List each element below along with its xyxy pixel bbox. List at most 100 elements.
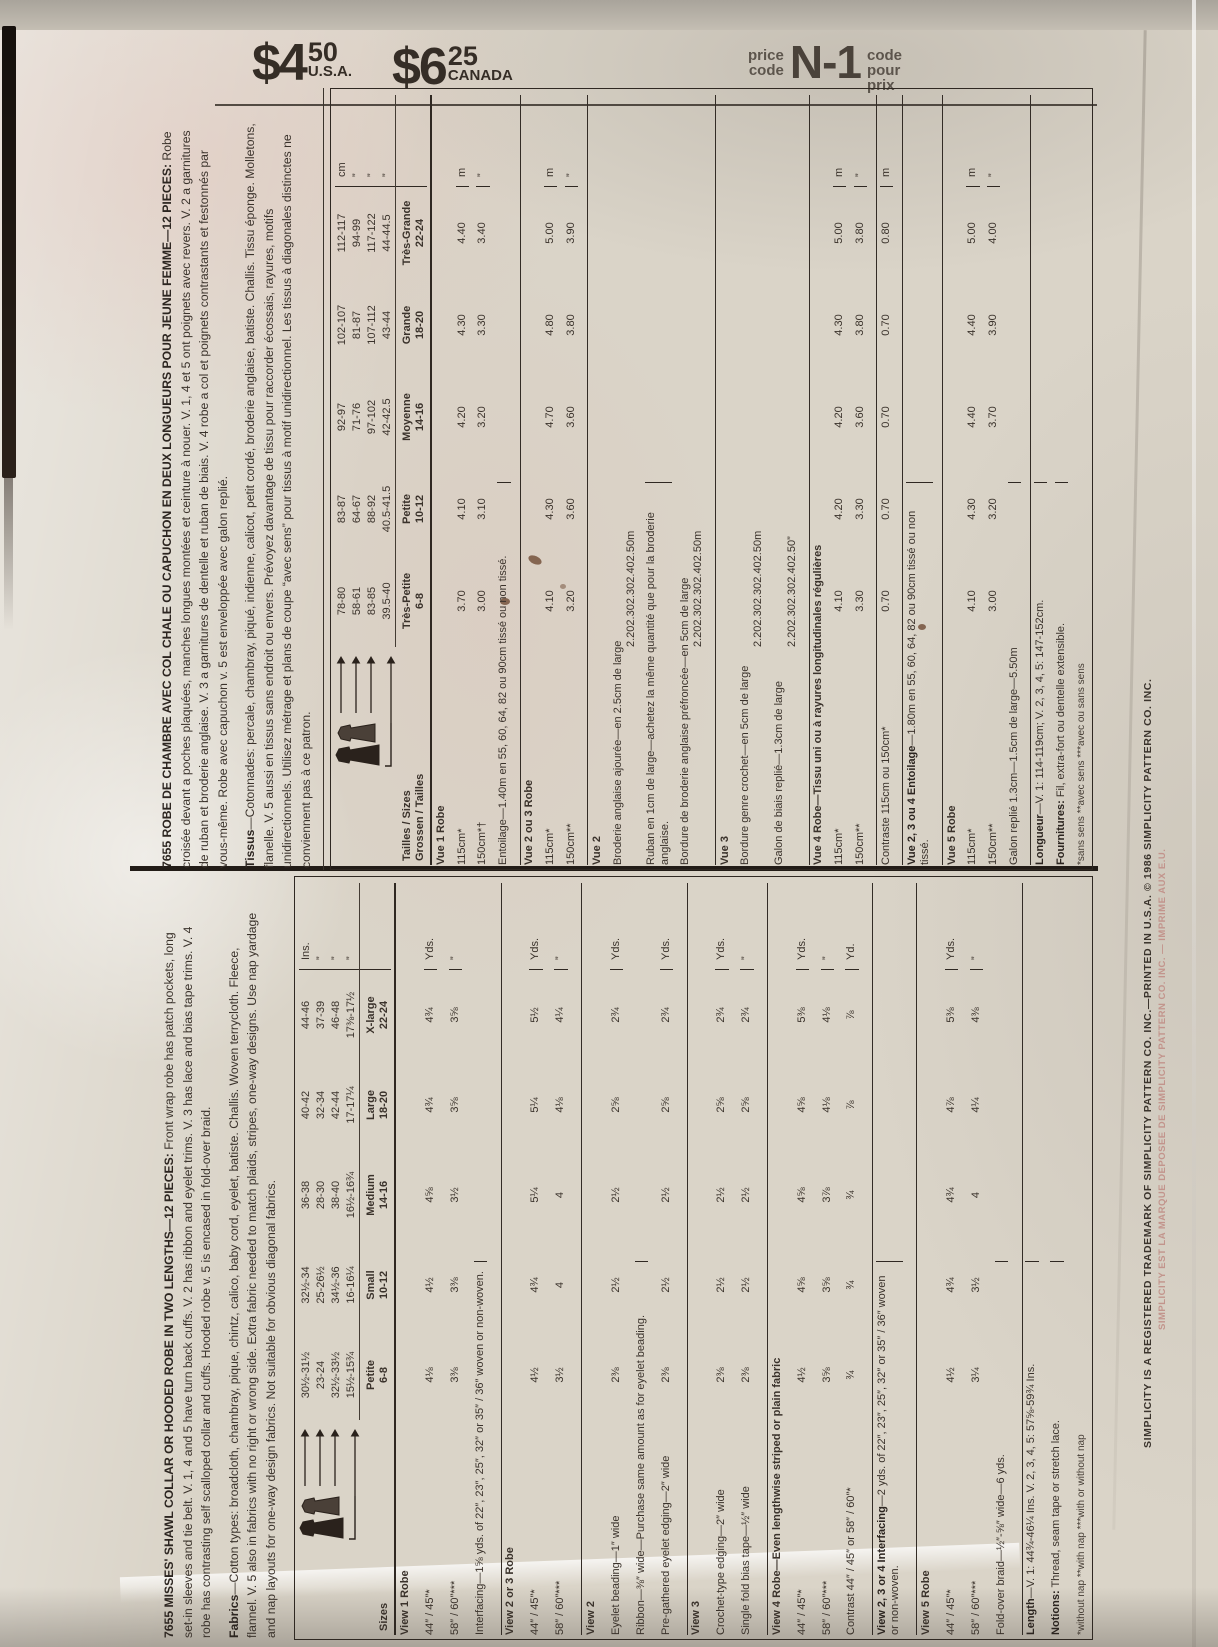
chart-row-label: Single fold bias tape—½″ wide: [740, 1486, 753, 1635]
price-code: price code N-1 code pour prix: [748, 39, 902, 93]
body-measurement-value: 112-117: [336, 213, 348, 253]
english-description: 7655 MISSES' SHAWL COLLAR OR HOODED ROBE…: [118, 876, 216, 1640]
size-name: Grande: [401, 305, 413, 345]
yardage-value: 2.30: [692, 582, 705, 605]
yardage-value: 3.30: [853, 498, 866, 520]
yardage-value: 4¾: [944, 1277, 957, 1293]
body-measurement-value: 34½-36: [330, 1266, 342, 1304]
yardage-value: 2¾: [740, 1007, 753, 1023]
chart-row-label: 115cm*: [543, 828, 556, 865]
chart-value-row: 58″ / 60″*** 3⅜ 3⅜ 3½ 3⅝ 3⅝ ”: [448, 883, 463, 1635]
yardage-value: 0.70: [879, 314, 892, 336]
yardage-value: 4½: [423, 1277, 436, 1293]
chart-value-row: 44″ / 45″* 4½ 4¾ 5¼ 5¼ 5½ Yds.: [529, 883, 543, 1635]
yardage-value: 2.20: [692, 625, 705, 647]
chart-section-label: Vue 2: [590, 836, 603, 865]
yardage-value: 3⅝: [448, 1097, 461, 1113]
yardage-value: 2½: [740, 1277, 753, 1293]
yardage-value: 3⅞: [820, 1187, 833, 1203]
unit-label: Yd.: [845, 883, 859, 970]
body-measurement-value: 40-42: [300, 1090, 312, 1120]
english-description-lead: 7655 MISSES' SHAWL COLLAR OR HOODED ROBE…: [162, 1153, 176, 1638]
price-usa: $4 50 U.S.A.: [252, 37, 352, 89]
yardage-value: 4.80: [543, 314, 556, 336]
yardage-value: 2.30: [624, 582, 637, 605]
unit-label: ”: [366, 173, 378, 177]
price-code-label-en-1: price: [748, 47, 784, 64]
unit-spacer: [473, 883, 488, 1262]
yardage-value: 3½: [969, 1277, 982, 1293]
chart-row-values-line: 2.20 2.30 2.30 2.40 2.50 m: [692, 95, 706, 865]
chart-text-row: Interfacing—1⅝ yds. of 22″, 23″, 25″, 32…: [473, 883, 488, 1635]
size-range: 18-20: [414, 310, 426, 340]
yardage-value: 4: [969, 1191, 982, 1199]
yardage-value: 4.00: [986, 222, 999, 244]
chart-text: Fournitures: Fil, extra-fort ou dentelle…: [1054, 622, 1067, 865]
body-measurement-value: 30½-31½: [300, 1351, 312, 1399]
chart-value-row-wide: Bordure de broderie anglaise préfroncée—…: [679, 95, 706, 865]
unit-label: ”: [969, 883, 984, 970]
body-measurement-value: 102-107: [336, 304, 348, 346]
yardage-value: 4¾: [423, 1007, 436, 1023]
body-measurement-value: 83-85: [366, 586, 378, 616]
trademark-edge: SIMPLICITY IS A REGISTERED TRADEMARK OF …: [1142, 278, 1188, 1449]
unit-label: ”: [986, 95, 1001, 187]
english-chart-rows: View 1 Robe 44″ / 45″* 4⅛ 4½ 4⅝ 4¾ 4¾ Yds. 58″ /…: [396, 883, 1089, 1635]
body-measurement-value: 81-87: [351, 310, 363, 340]
scan-edge-black-bar-fade: [4, 470, 13, 630]
yardage-value: 4.40: [455, 222, 468, 244]
chart-row-label: Bordure de broderie anglaise préfroncée—…: [679, 577, 692, 865]
french-description-lead: 7655 ROBE DE CHAMBRE AVEC COL CHALE OU C…: [160, 163, 174, 868]
french-description: 7655 ROBE DE CHAMBRE AVEC COL CHALE OU C…: [118, 88, 232, 870]
robe-views-sketch-icon: [335, 656, 396, 767]
unit-spacer: [497, 95, 511, 483]
body-measurement-value: 107-112: [366, 305, 378, 345]
chart-row-label: 44″ / 45″*: [795, 1589, 808, 1635]
chart-value-row: Single fold bias tape—½″ wide 2⅜ 2½ 2½ 2⅝ 2¾ ”: [740, 883, 754, 1635]
yardage-value: 2⅜: [609, 1367, 622, 1383]
chart-section-label: View 3: [690, 1600, 703, 1635]
chart-text-row: Entoilage—1.40m en 55, 60, 64, 82 ou 90c…: [497, 95, 511, 865]
chart-row-label-line: Bordure de broderie anglaise préfroncée—…: [679, 95, 691, 865]
chart-value-row: 44″ / 45″* 4½ 4¾ 4¾ 4⅞ 5⅜ Yds.: [944, 883, 959, 1635]
chart-text-row: Length—V. 1: 44¾-46¼ Ins. V. 2, 3, 4, 5:…: [1021, 883, 1039, 1635]
chart-text-lead: Fournitures:: [1054, 800, 1067, 865]
yardage-value: 3½: [448, 1187, 461, 1203]
yardage-value: 4: [554, 1191, 567, 1199]
unit-label: m: [624, 530, 637, 540]
body-measurement-value: 42-42.5: [381, 398, 393, 436]
yardage-value: 0.70: [879, 498, 892, 520]
unit-label: ”: [381, 173, 393, 177]
yardage-value: 4¾: [944, 1187, 957, 1203]
yardage-value: 2½: [740, 1187, 753, 1203]
chart-value-row: 44″ / 45″* 4½ 4⅝ 4⅝ 4⅝ 5⅜ Yds.: [795, 883, 810, 1635]
french-measurements-label-cell: Tailles / Sizes Grossen / Tailles: [335, 647, 427, 865]
unit-spacer: [875, 883, 903, 1262]
english-measurements-block: Sizes 30½-31½ 23-24 32½-33½ 15½-15¾ Petite 6-…: [299, 883, 396, 1635]
yardage-value: 4.10: [966, 590, 979, 612]
size-range: 18-20: [378, 1090, 390, 1120]
chart-text: Vue 2, 3 ou 4 Entoilage—1.80m en 55, 60,…: [905, 510, 932, 865]
chart-value-row: 150cm** 3.20 3.60 3.60 3.80 3.90 ”: [564, 95, 579, 865]
price-usa-cents: 50: [307, 37, 338, 67]
chart-section-row: View 4 Robe—Even lengthwise striped or p…: [767, 883, 785, 1635]
chart-value-row: 44″ / 45″* 4⅛ 4½ 4⅝ 4¾ 4¾ Yds.: [423, 883, 438, 1635]
yardage-value: 3.70: [986, 406, 999, 428]
chart-section-row: View 3: [686, 883, 704, 1635]
unit-label: ”: [785, 536, 798, 540]
yardage-value: 2½: [609, 1187, 622, 1203]
body-measurement-value: 44-46: [300, 1000, 312, 1030]
chart-row-label: Crochet-type edging—2″ wide: [715, 1489, 728, 1635]
english-sizes-label: Sizes: [378, 1603, 391, 1631]
chart-row-label: Bordure genre crochet—en 5cm de large: [739, 665, 752, 865]
chart-text-row: Ruban en 1cm de large—achetez la même qu…: [645, 95, 673, 865]
yardage-value: 4⅛: [820, 1007, 833, 1023]
unit-label: ”: [740, 883, 754, 970]
chart-row-label: 58″ / 60″***: [554, 1580, 567, 1635]
chart-section-label: View 5 Robe: [919, 1570, 932, 1635]
unit-label: ”: [448, 883, 463, 970]
yardage-value: 2.50: [624, 539, 637, 562]
yardage-value: 2¾: [609, 1007, 622, 1023]
chart-section-row: Vue 3: [715, 95, 733, 865]
english-fabrics-text: —Cotton types: broadcloth, chambray, piq…: [226, 912, 278, 1638]
